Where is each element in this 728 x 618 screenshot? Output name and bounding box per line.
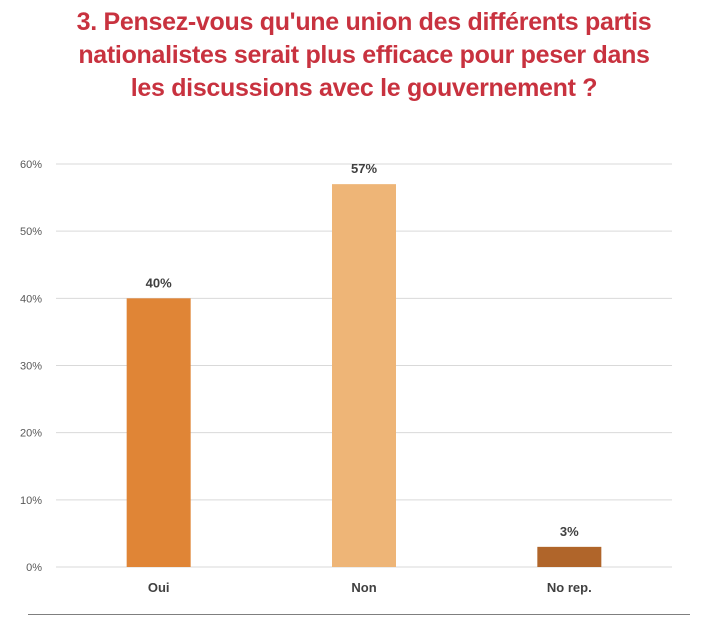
x-tick-label: Non: [351, 580, 376, 595]
x-tick-label: Oui: [148, 580, 170, 595]
x-tick-label: No rep.: [547, 580, 592, 595]
y-tick-label: 40%: [20, 293, 42, 305]
chart-title-line-2: nationalistes serait plus efficace pour …: [78, 41, 650, 69]
bottom-divider: [28, 614, 690, 615]
y-tick-label: 0%: [26, 562, 42, 574]
chart-title: 3. Pensez-vous qu'une union des différen…: [0, 6, 728, 105]
data-label: 57%: [351, 161, 377, 176]
bar-oui: [126, 298, 191, 567]
y-tick-label: 50%: [20, 226, 42, 238]
bar-no-rep-: [537, 546, 602, 567]
y-tick-label: 10%: [20, 495, 42, 507]
y-tick-label: 30%: [20, 361, 42, 373]
chart-title-line-1: 3. Pensez-vous qu'une union des différen…: [76, 8, 652, 36]
chart-title-line-3: les discussions avec le gouvernement ?: [130, 74, 598, 102]
data-label: 40%: [146, 275, 172, 290]
y-tick-label: 20%: [20, 428, 42, 440]
y-tick-label: 60%: [20, 159, 42, 171]
data-label: 3%: [560, 524, 579, 539]
bar-non: [332, 184, 396, 567]
